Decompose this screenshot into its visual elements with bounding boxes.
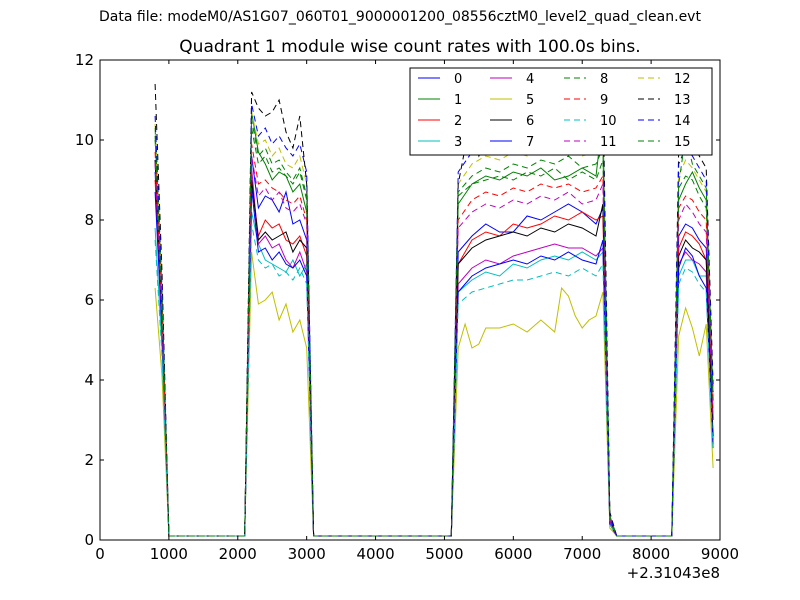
chart-title: Quadrant 1 module wise count rates with …: [179, 37, 641, 57]
data-file-title: Data file: modeM0/AS1G07_060T01_90000012…: [99, 9, 701, 25]
legend-label-12: 12: [674, 72, 691, 87]
x-tick-label: 6000: [494, 545, 532, 563]
x-tick-label: 0: [95, 545, 105, 563]
series-line-0: [154, 155, 714, 537]
series-line-6: [154, 159, 714, 537]
x-tick-label: 8000: [632, 545, 670, 563]
y-tick-label: 4: [84, 371, 94, 389]
x-tick-label: 4000: [356, 545, 394, 563]
x-tick-label: 1000: [150, 545, 188, 563]
series-line-10: [154, 223, 714, 537]
y-tick-label: 2: [84, 451, 94, 469]
tick-layer: 0 1000 2000 3000 4000 5000 6000 7000 8000 9000 0 2 4…: [75, 51, 739, 563]
legend-label-3: 3: [454, 135, 462, 150]
legend-label-13: 13: [674, 93, 691, 108]
series-line-2: [154, 179, 714, 537]
x-tick-label: 2000: [219, 545, 257, 563]
legend-frame: [409, 67, 713, 156]
legend-label-9: 9: [600, 93, 608, 108]
x-tick-label: 7000: [563, 545, 601, 563]
legend-label-14: 14: [674, 114, 691, 129]
x-tick-label: 3000: [288, 545, 326, 563]
legend-label-4: 4: [526, 72, 534, 87]
legend-label-5: 5: [526, 93, 534, 108]
legend-label-8: 8: [600, 72, 608, 87]
legend-label-6: 6: [526, 114, 534, 129]
x-offset-label: +2.31043e8: [627, 564, 720, 582]
series-line-12: [154, 111, 714, 537]
legend-label-10: 10: [600, 114, 617, 129]
legend-label-1: 1: [454, 93, 462, 108]
series-line-7: [154, 187, 714, 537]
legend-label-11: 11: [600, 135, 617, 150]
series-line-9: [154, 143, 714, 537]
y-tick-label: 12: [75, 51, 94, 69]
x-tick-label: 5000: [425, 545, 463, 563]
series-line-4: [154, 159, 714, 537]
y-tick-label: 6: [84, 291, 94, 309]
series-line-3: [154, 211, 714, 537]
y-tick-label: 10: [75, 131, 94, 149]
legend-label-2: 2: [454, 114, 462, 129]
legend-label-15: 15: [674, 135, 691, 150]
series-line-1: [154, 111, 714, 537]
series-line-14: [154, 103, 714, 537]
y-tick-label: 0: [84, 531, 94, 549]
series-line-15: [154, 119, 714, 537]
series-line-8: [154, 127, 714, 537]
series-line-11: [154, 155, 714, 537]
series-line-5: [154, 251, 714, 537]
x-tick-label: 9000: [701, 545, 739, 563]
y-tick-label: 8: [84, 211, 94, 229]
legend-label-7: 7: [526, 135, 534, 150]
legend-label-0: 0: [454, 72, 462, 87]
